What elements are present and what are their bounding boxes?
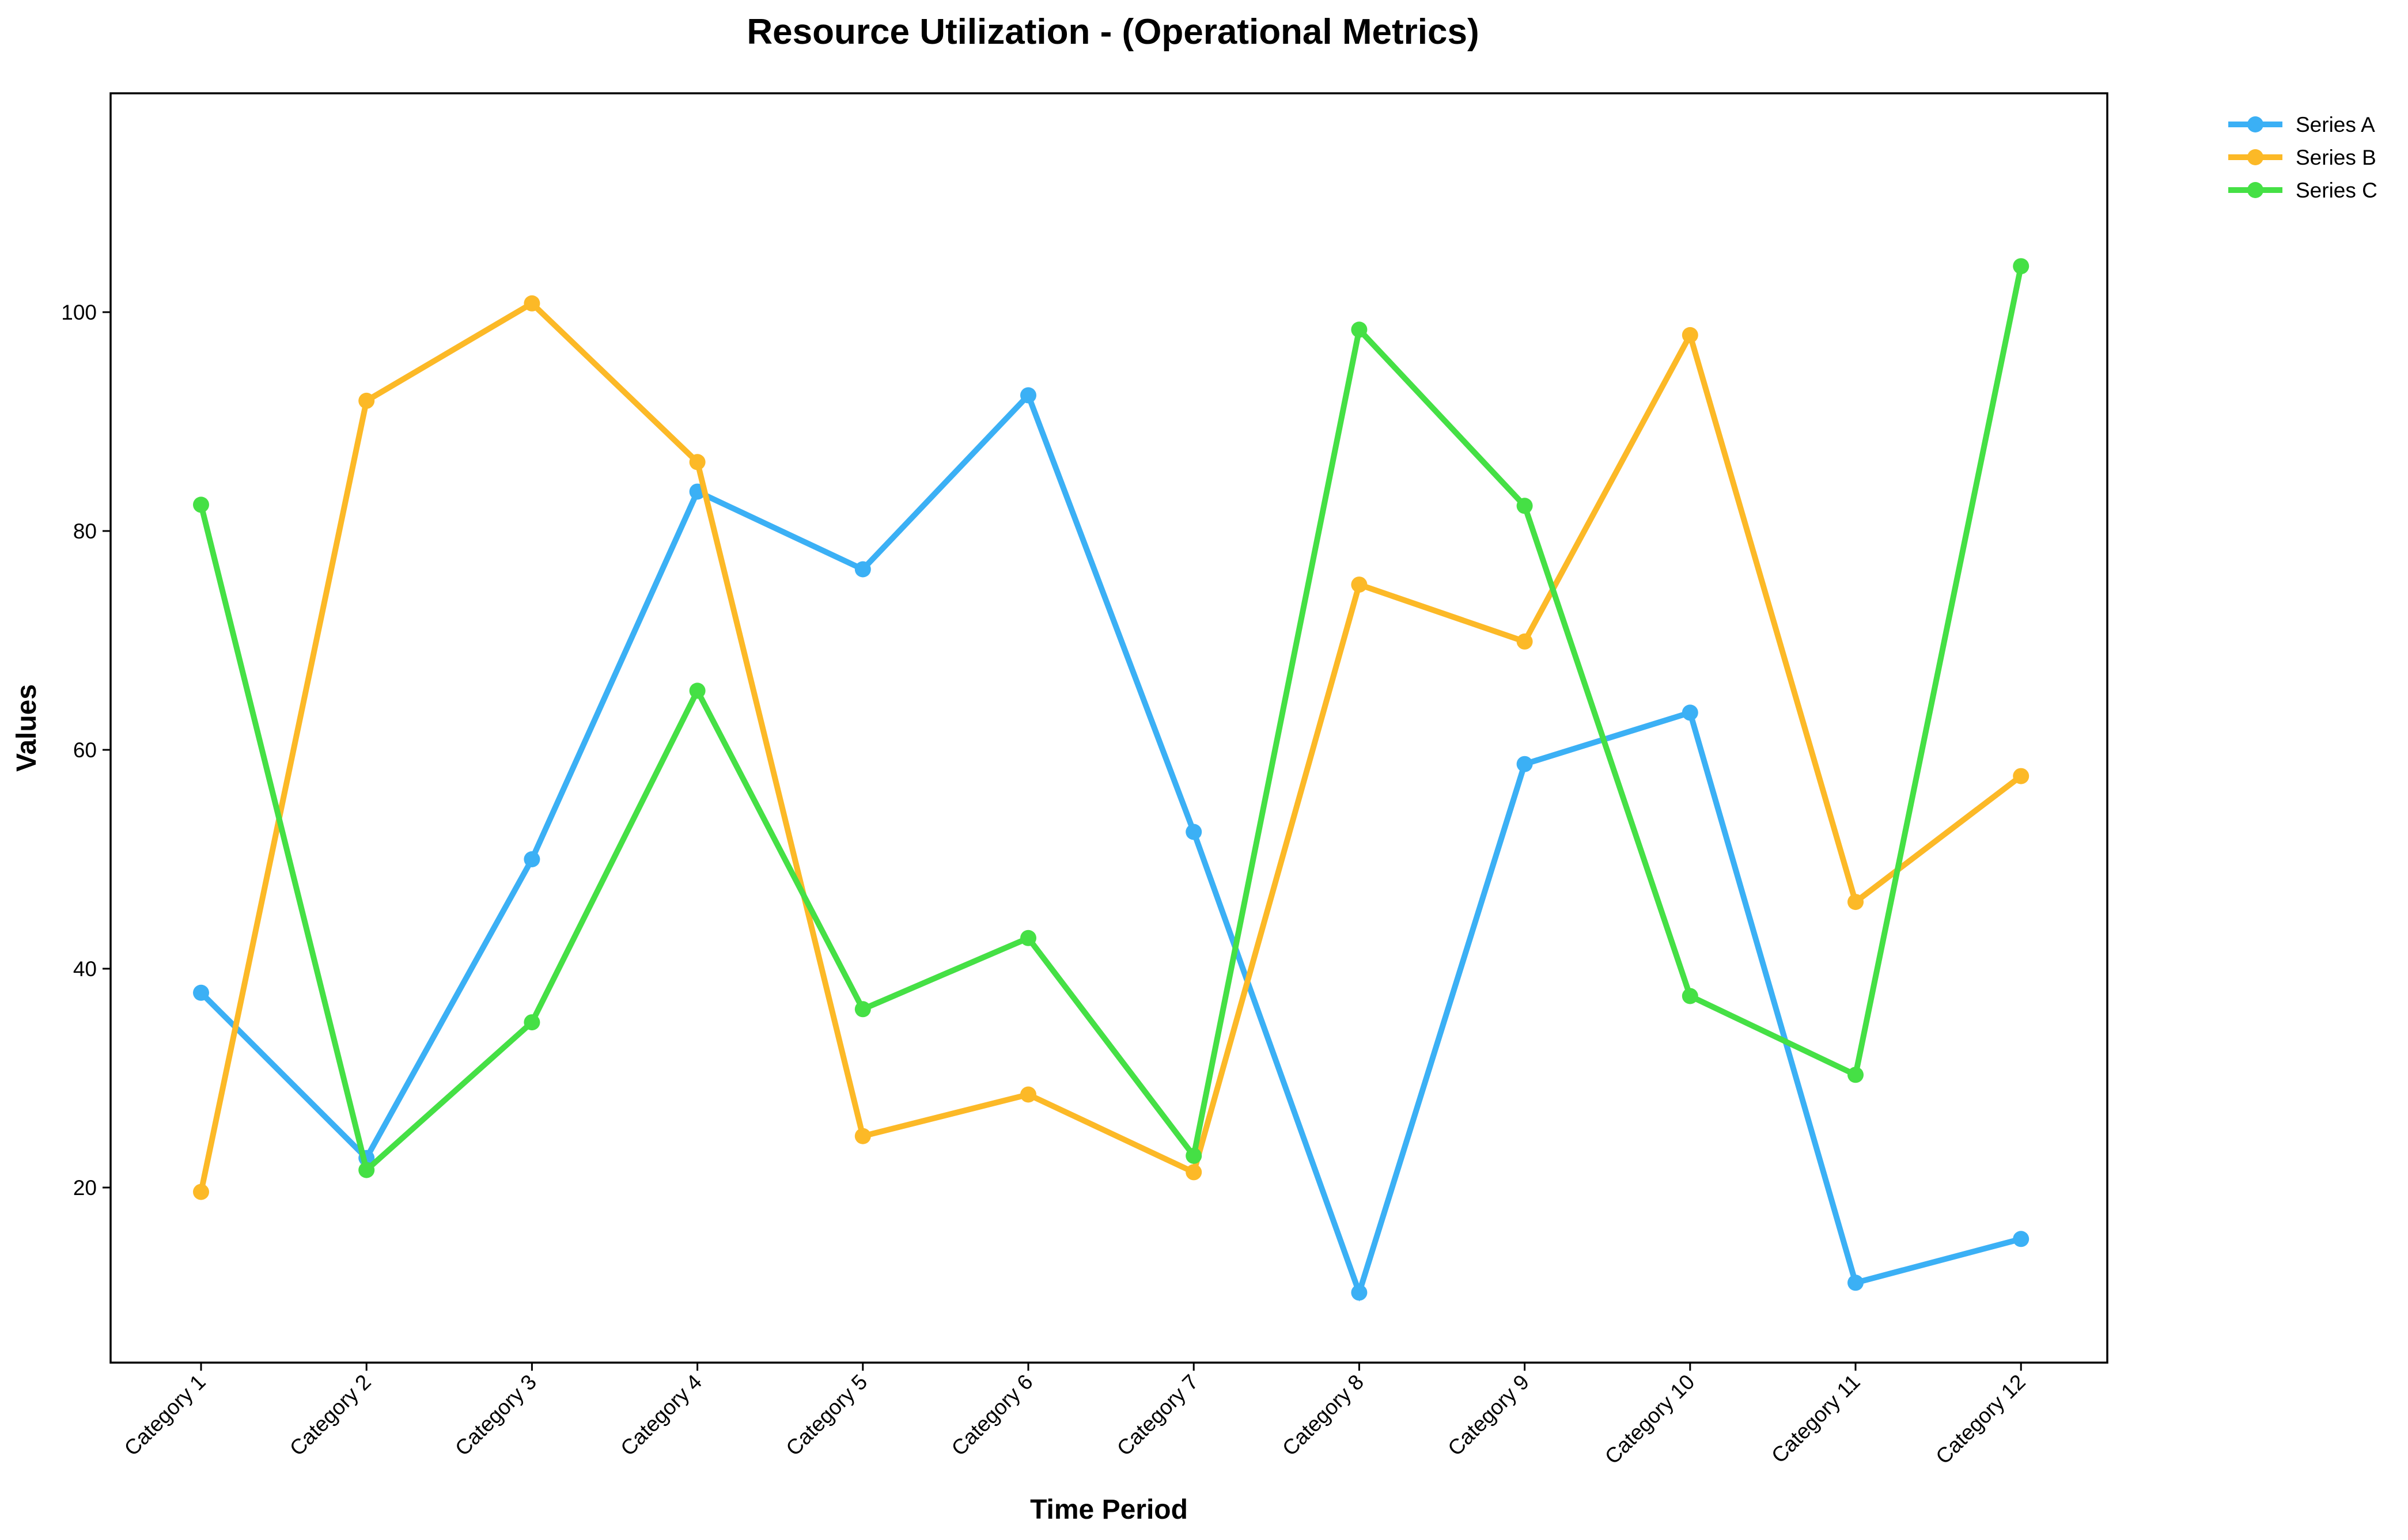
x-tick-label: Category 8 bbox=[1278, 1370, 1368, 1461]
x-axis-label: Time Period bbox=[1030, 1495, 1188, 1525]
series-line bbox=[198, 265, 2024, 1175]
data-point bbox=[193, 984, 209, 1001]
x-tick-label: Category 7 bbox=[1112, 1370, 1203, 1461]
x-tick-label: Category 2 bbox=[285, 1370, 376, 1461]
data-point bbox=[854, 1001, 871, 1018]
x-tick-label: Category 11 bbox=[1767, 1370, 1865, 1468]
x-tick-label: Category 3 bbox=[450, 1370, 541, 1461]
x-tick-label: Category 5 bbox=[781, 1370, 872, 1461]
series-line bbox=[198, 299, 2023, 1193]
series-3 bbox=[193, 258, 2030, 1178]
data-point bbox=[193, 1184, 209, 1200]
data-point bbox=[1847, 894, 1864, 911]
data-point bbox=[1020, 930, 1036, 946]
series-1 bbox=[193, 387, 2030, 1302]
data-point bbox=[1351, 576, 1368, 593]
legend-marker bbox=[2247, 149, 2263, 165]
data-point bbox=[854, 561, 871, 578]
chart-title: Resource Utilization - (Operational Metr… bbox=[747, 12, 1479, 52]
data-point bbox=[1516, 756, 1533, 772]
plot-area bbox=[193, 258, 2030, 1302]
y-tick-label: 100 bbox=[61, 301, 97, 324]
data-point bbox=[358, 392, 375, 409]
y-tick-label: 40 bbox=[73, 957, 97, 981]
data-point bbox=[524, 1014, 540, 1031]
data-point bbox=[1516, 633, 1533, 650]
y-tick-label: 20 bbox=[73, 1176, 97, 1200]
data-point bbox=[2013, 258, 2030, 275]
legend-marker bbox=[2247, 182, 2263, 198]
data-point bbox=[1516, 498, 1533, 514]
data-point bbox=[1847, 1067, 1864, 1083]
data-point bbox=[1847, 1275, 1864, 1291]
x-tick-label: Category 9 bbox=[1443, 1370, 1534, 1461]
x-tick-label: Category 4 bbox=[616, 1370, 706, 1461]
series-2 bbox=[193, 295, 2030, 1200]
series-line bbox=[199, 390, 2022, 1302]
legend: Series A Series B Series C bbox=[2228, 113, 2377, 202]
data-point bbox=[524, 295, 540, 312]
data-point bbox=[1020, 1086, 1036, 1103]
data-point bbox=[193, 496, 209, 513]
x-axis: Category 1 Category 2 Category 3 Category 4… bbox=[120, 1363, 2030, 1469]
legend-label: Series C bbox=[2296, 179, 2377, 202]
y-tick-label: 60 bbox=[73, 738, 97, 762]
data-point bbox=[1682, 988, 1698, 1004]
data-point bbox=[1682, 704, 1698, 721]
legend-label: Series A bbox=[2296, 113, 2375, 136]
data-point bbox=[1186, 1147, 1202, 1164]
y-tick-label: 80 bbox=[73, 519, 97, 543]
x-tick-label: Category 1 bbox=[120, 1370, 210, 1461]
data-point bbox=[1682, 327, 1698, 343]
data-point bbox=[689, 682, 706, 699]
x-tick-label: Category 12 bbox=[1931, 1370, 2030, 1469]
x-tick-label: Category 10 bbox=[1600, 1370, 1699, 1469]
legend-marker bbox=[2247, 116, 2263, 132]
data-point bbox=[358, 1162, 375, 1178]
data-point bbox=[1351, 1284, 1368, 1301]
legend-item: Series C bbox=[2228, 179, 2377, 202]
y-axis-label: Values bbox=[12, 684, 42, 772]
data-point bbox=[2013, 768, 2030, 784]
data-point bbox=[524, 851, 540, 867]
y-axis: 20 40 60 80 100 bbox=[61, 301, 111, 1200]
legend-item: Series B bbox=[2228, 146, 2376, 169]
data-point bbox=[1020, 387, 1036, 404]
legend-item: Series A bbox=[2228, 113, 2375, 136]
legend-label: Series B bbox=[2296, 146, 2376, 169]
data-point bbox=[1351, 321, 1368, 338]
x-tick-label: Category 6 bbox=[947, 1370, 1038, 1461]
data-point bbox=[689, 454, 706, 471]
data-point bbox=[854, 1128, 871, 1144]
data-point bbox=[1186, 1164, 1202, 1181]
data-point bbox=[1186, 824, 1202, 840]
data-point bbox=[2013, 1231, 2030, 1247]
plot-frame bbox=[109, 92, 2108, 1364]
